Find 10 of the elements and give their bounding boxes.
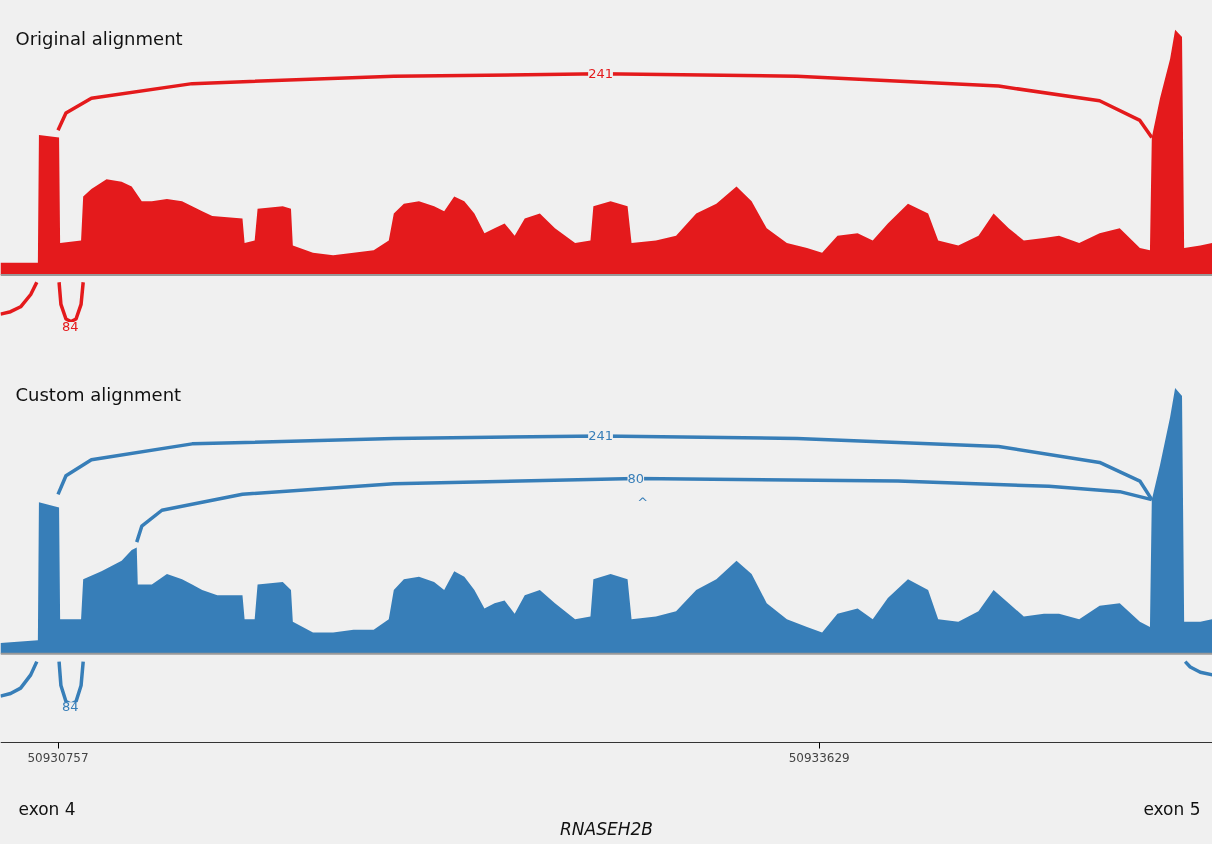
annotation: 84	[61, 318, 79, 334]
chart-title: Original alignment	[15, 27, 183, 49]
text: RNASEH2B	[560, 818, 653, 839]
text: exon 4	[18, 798, 76, 819]
text: exon 5	[1143, 798, 1201, 819]
x-tick-label: 50933629	[788, 751, 850, 766]
annotation: ^	[637, 494, 649, 510]
chart-title: Custom alignment	[15, 383, 182, 405]
x-tick-label: 50930757	[27, 751, 89, 766]
annotation: 84	[61, 699, 79, 715]
